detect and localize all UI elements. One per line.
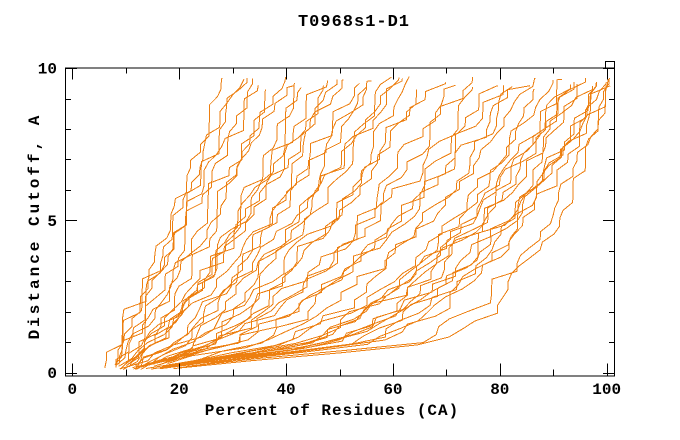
model-curve: [120, 82, 447, 370]
model-curve: [146, 85, 505, 365]
model-curve: [182, 81, 597, 364]
model-curve: [150, 88, 535, 370]
model-curve: [177, 78, 609, 369]
model-curve: [132, 77, 473, 369]
model-curve: [187, 85, 607, 367]
model-curve: [161, 84, 578, 369]
model-curve: [173, 77, 610, 370]
model-curve: [122, 83, 295, 370]
model-curve: [162, 85, 594, 368]
model-curve: [158, 89, 417, 366]
model-curve: [181, 85, 611, 364]
model-curve: [168, 86, 474, 368]
model-curve: [160, 81, 607, 370]
x-tick-label: 100: [592, 381, 621, 399]
model-curve: [118, 85, 294, 365]
model-curve: [138, 85, 531, 368]
model-curve: [176, 84, 571, 367]
model-curve: [154, 84, 456, 367]
x-tick-label: 40: [276, 381, 295, 399]
model-curve: [195, 82, 597, 365]
model-curve: [125, 80, 329, 365]
model-curve: [149, 77, 400, 366]
model-curve: [114, 79, 245, 366]
model-curve: [115, 76, 286, 366]
x-tick-label: 0: [67, 381, 77, 399]
model-curve: [146, 79, 554, 369]
model-curve: [156, 85, 499, 364]
x-tick-label: 20: [170, 381, 189, 399]
x-tick-label: 80: [490, 381, 509, 399]
model-curve: [115, 77, 248, 368]
model-curve: [126, 89, 266, 366]
model-curve: [140, 76, 392, 370]
plot-title: T0968s1-D1: [297, 13, 411, 32]
x-axis-label: Percent of Residues (CA): [204, 402, 460, 420]
model-curve: [181, 86, 513, 364]
model-curve: [119, 78, 253, 370]
model-curve: [135, 78, 403, 367]
model-curve: [141, 83, 360, 366]
x-tick-label: 60: [383, 381, 402, 399]
model-curve: [126, 79, 344, 366]
model-curve: [167, 77, 536, 365]
model-curve: [128, 85, 324, 368]
model-curve: [173, 78, 586, 368]
y-tick-label: 0: [47, 365, 57, 383]
model-curve: [115, 77, 223, 366]
model-curve: [118, 80, 372, 367]
y-tick-label: 10: [38, 61, 57, 79]
y-tick-label: 5: [47, 213, 57, 231]
model-curve: [136, 79, 338, 370]
model-curve: [134, 87, 302, 370]
